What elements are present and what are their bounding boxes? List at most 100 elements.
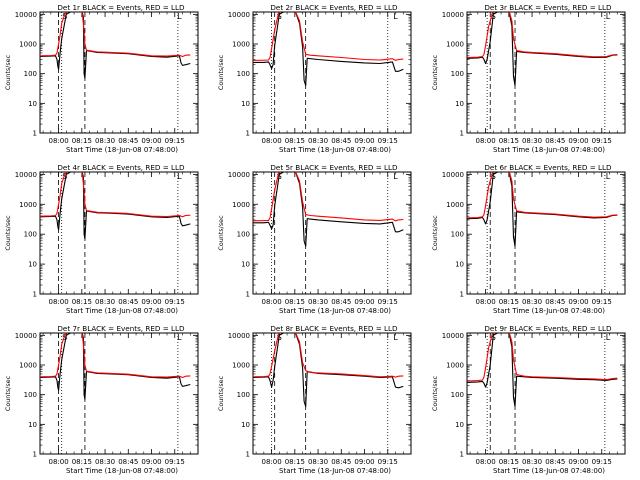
x-tick-label: 08:15 [72,298,92,306]
x-axis-label: Start Time (18-Jun-08 07:48:00) [279,307,391,315]
y-axis-label: Counts/sec [431,215,439,251]
y-tick-label: 1 [33,291,37,299]
panel-title: Det 6r BLACK = Events, RED = LLD [484,163,612,172]
x-tick-label: 08:45 [545,137,565,145]
x-axis-label: Start Time (18-Jun-08 07:48:00) [66,307,178,315]
detector-panel-4: Det 4r BLACK = Events, RED = LLD Counts/s… [4,163,199,315]
series-line-events [40,12,191,79]
plot-frame [252,11,412,134]
series-group [253,333,404,408]
panel-title: Det 8r BLACK = Events, RED = LLD [270,324,398,333]
x-axis-label: Start Time (18-Jun-08 07:48:00) [493,146,605,154]
x-tick-label: 09:00 [354,458,374,466]
x-axis-label: Start Time (18-Jun-08 07:48:00) [279,146,391,154]
y-tick-label: 10000 [442,171,464,179]
detector-panel-7: Det 7r BLACK = Events, RED = LLD Counts/s… [4,324,199,475]
series-line-events [467,12,618,87]
y-axis-label: Counts/sec [431,54,439,90]
panel-title: Det 4r BLACK = Events, RED = LLD [57,163,185,172]
detector-panel-5: Det 5r BLACK = Events, RED = LLD Counts/s… [217,163,412,315]
series-line-lld [253,333,404,378]
x-tick-label: 08:45 [545,458,565,466]
x-tick-label: 09:15 [378,298,398,306]
x-tick-label: 08:30 [308,298,328,306]
y-tick-label: 100 [237,70,250,78]
y-axis-label: Counts/sec [4,54,12,90]
detector-panel-1: Det 1r BLACK = Events, RED = LLD Counts/s… [4,3,199,154]
x-tick-label: 09:15 [165,298,185,306]
plot-frame [39,11,199,134]
x-tick-label: 09:00 [141,458,161,466]
series-line-events [467,172,618,247]
x-axis-label: Start Time (18-Jun-08 07:48:00) [493,307,605,315]
x-tick-label: 08:45 [331,458,351,466]
marker-label: L [177,12,182,21]
x-tick-label: 08:30 [308,137,328,145]
y-tick-label: 100 [237,231,250,239]
y-tick-label: 1000 [19,201,37,209]
y-tick-label: 1000 [232,41,250,49]
x-axis-label: Start Time (18-Jun-08 07:48:00) [279,467,391,475]
y-tick-label: 10000 [442,332,464,340]
series-line-events [253,333,404,408]
x-tick-label: 08:15 [499,137,519,145]
detector-panel-8: Det 8r BLACK = Events, RED = LLD Counts/s… [217,324,412,475]
marker-label: L [393,12,398,21]
marker-label: L [606,12,611,21]
series-group [40,12,191,79]
series-line-events [467,333,618,408]
x-tick-label: 08:45 [118,458,138,466]
marker-label: L [393,333,398,342]
y-axis-label: Counts/sec [4,215,12,251]
y-tick-label: 1 [460,451,464,459]
y-tick-label: 100 [451,231,464,239]
x-tick-label: 08:30 [95,458,115,466]
plot-frame [466,332,626,455]
y-tick-label: 100 [451,391,464,399]
x-tick-label: 08:30 [308,458,328,466]
x-tick-label: 09:00 [141,137,161,145]
marker-label: S [62,12,67,21]
y-tick-label: 1 [246,291,250,299]
detector-panel-6: Det 6r BLACK = Events, RED = LLD Counts/s… [431,163,626,315]
y-tick-label: 10000 [15,171,37,179]
y-tick-label: 10 [28,421,37,429]
y-tick-label: 100 [451,70,464,78]
y-tick-label: 1000 [19,362,37,370]
marker-label: L [606,172,611,181]
x-tick-label: 09:00 [354,137,374,145]
series-line-lld [40,12,191,58]
y-tick-label: 1 [33,130,37,138]
y-tick-label: 10000 [442,11,464,19]
x-tick-label: 08:00 [261,137,281,145]
series-group [467,12,618,87]
x-tick-label: 08:30 [522,137,542,145]
series-group [467,172,618,247]
x-tick-label: 09:15 [378,137,398,145]
detector-panel-3: Det 3r BLACK = Events, RED = LLD Counts/s… [431,3,626,154]
y-tick-label: 100 [24,391,37,399]
marker-label: L [393,172,398,181]
y-tick-label: 10 [241,100,250,108]
y-tick-label: 1 [246,451,250,459]
y-axis-label: Counts/sec [217,54,225,90]
x-tick-label: 08:15 [72,458,92,466]
x-tick-label: 09:00 [354,298,374,306]
series-line-lld [40,172,191,218]
x-tick-label: 09:15 [165,137,185,145]
detector-panel-9: Det 9r BLACK = Events, RED = LLD Counts/s… [431,324,626,475]
x-tick-label: 08:15 [499,458,519,466]
x-tick-label: 08:00 [48,458,68,466]
y-tick-label: 10000 [228,171,250,179]
y-tick-label: 1 [460,291,464,299]
x-tick-label: 09:00 [568,137,588,145]
x-tick-label: 08:45 [118,298,138,306]
series-line-events [40,333,191,400]
plot-frame [39,332,199,455]
y-tick-label: 10 [455,261,464,269]
x-tick-label: 09:15 [378,458,398,466]
y-tick-label: 10000 [228,332,250,340]
panel-title: Det 1r BLACK = Events, RED = LLD [57,3,185,12]
x-tick-label: 08:00 [475,458,495,466]
